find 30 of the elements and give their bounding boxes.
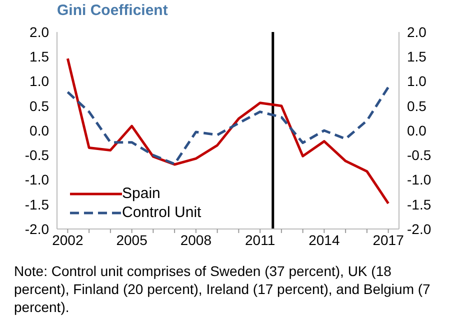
y-tick-label: 1.5 (30, 48, 50, 65)
y2-tick-label: 0.0 (407, 122, 427, 138)
y-tick-label: -2.0 (24, 220, 50, 237)
text: Note: Control unit comprises of Sweden (37 percent), UK (18 percent), Finland (20 percent), Ireland (17 percent), and Belgium (7 percent). (14, 262, 432, 316)
y-tick-label: -1.5 (24, 196, 50, 212)
y2-tick-label: 1.5 (407, 48, 427, 65)
y2-tick-label: -1.5 (407, 196, 432, 212)
legend-label: Control Unit (122, 204, 202, 221)
x-tick-label: 2002 (52, 232, 84, 248)
line-series (66, 57, 390, 205)
x-tick-label: 2011 (245, 232, 276, 248)
y-tick-label: 2.0 (30, 24, 50, 40)
chart-title: Gini Coefficient (57, 2, 168, 19)
x-tick-label: 2014 (308, 232, 340, 248)
y2-tick-label: 0.5 (407, 98, 427, 114)
x-tick-label: 2008 (180, 232, 212, 248)
y2-tick-label: -1.0 (407, 172, 432, 188)
y2-tick-label: 2.0 (407, 24, 427, 40)
y-tick-label: -0.5 (24, 147, 50, 164)
y-tick-label: 1.0 (30, 73, 50, 90)
legend-label: Spain (122, 185, 160, 202)
y2-tick-label: -2.0 (407, 220, 432, 237)
y-tick-label: 0.5 (30, 98, 50, 114)
y2-tick-label: 1.0 (407, 73, 427, 90)
y-tick-label: 0.0 (30, 122, 50, 138)
y-tick-label: -1.0 (24, 172, 50, 188)
line-series (66, 86, 390, 166)
x-tick-label: 2005 (116, 232, 148, 248)
x-tick-label: 2017 (372, 232, 404, 248)
y2-tick-label: -0.5 (407, 147, 432, 164)
